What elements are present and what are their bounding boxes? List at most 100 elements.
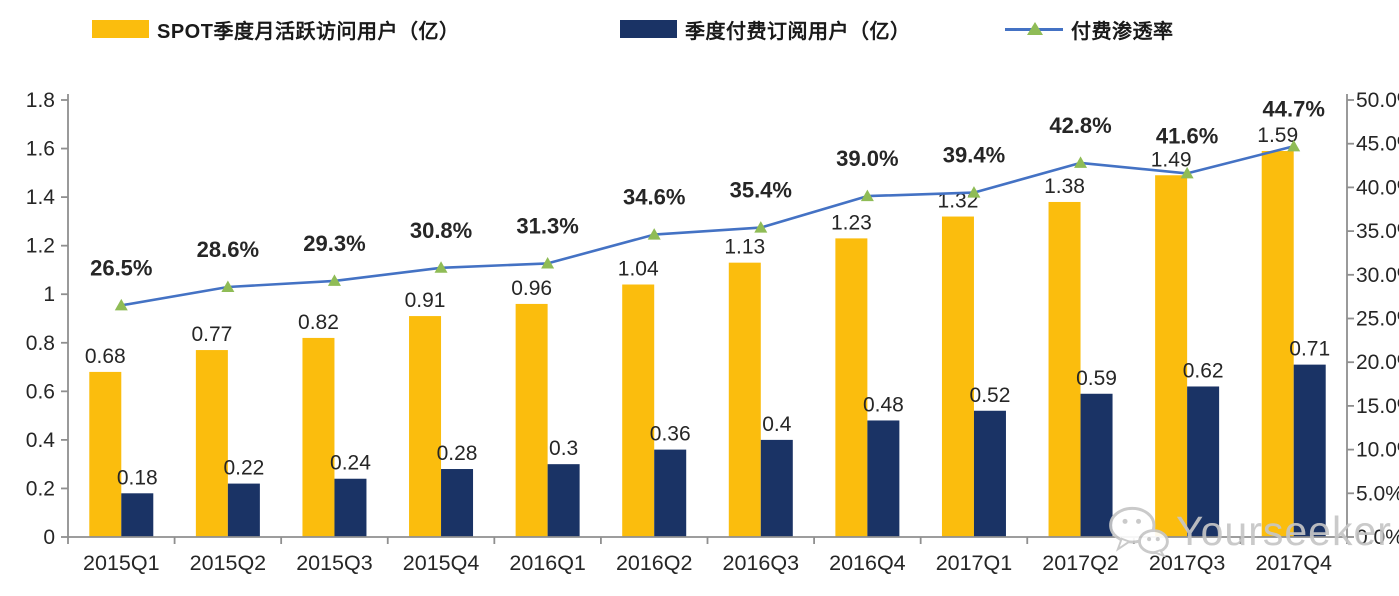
left-axis-tick-label: 1.6 <box>26 138 55 161</box>
penetration-label: 28.6% <box>197 237 259 262</box>
bar-mau <box>195 350 228 537</box>
bar-mau-label: 1.04 <box>618 258 659 281</box>
bar-subscribers <box>227 483 260 537</box>
bar-mau-label: 0.82 <box>298 311 339 334</box>
right-axis-tick-label: 5.0% <box>1356 482 1399 505</box>
left-axis-tick-label: 0.4 <box>26 429 56 452</box>
legend-item-penetration: 付费渗透率 <box>1005 14 1174 44</box>
right-axis-tick-label: 35.0% <box>1356 220 1399 243</box>
left-axis-tick-label: 1.2 <box>26 235 55 258</box>
line-marker <box>967 186 981 198</box>
bar-subscribers <box>1293 364 1326 537</box>
bar-mau-label: 1.38 <box>1044 175 1085 198</box>
bar-subscribers <box>867 420 900 537</box>
mau-legend-swatch <box>92 20 149 38</box>
bar-mau <box>622 284 655 537</box>
line-marker <box>434 261 448 273</box>
penetration-label: 35.4% <box>730 178 792 203</box>
bar-subscribers-label: 0.24 <box>330 452 371 475</box>
penetration-label: 44.7% <box>1263 96 1325 121</box>
bar-mau-label: 0.77 <box>191 323 232 346</box>
chart-legend: SPOT季度月活跃访问用户（亿） 季度付费订阅用户（亿） 付费渗透率 <box>0 14 1399 50</box>
bar-subscribers-label: 0.4 <box>762 413 792 436</box>
category-label: 2015Q1 <box>83 551 160 575</box>
penetration-legend-label: 付费渗透率 <box>1071 20 1174 43</box>
bar-mau-label: 1.49 <box>1151 148 1192 171</box>
line-marker <box>1074 156 1088 168</box>
category-label: 2015Q4 <box>403 551 480 575</box>
left-axis-tick-label: 1.4 <box>26 186 56 209</box>
category-label: 2017Q4 <box>1255 551 1332 575</box>
category-label: 2016Q1 <box>509 551 586 575</box>
bar-subscribers <box>1187 386 1220 537</box>
line-marker <box>754 221 768 233</box>
bar-mau-label: 0.96 <box>511 277 552 300</box>
penetration-label: 30.8% <box>410 218 472 243</box>
left-axis-tick-label: 0.6 <box>26 380 55 403</box>
right-axis-tick-label: 25.0% <box>1356 308 1399 331</box>
penetration-label: 39.0% <box>836 146 898 171</box>
bar-subscribers <box>334 478 367 537</box>
penetration-label: 42.8% <box>1049 113 1111 138</box>
bar-subscribers-label: 0.71 <box>1289 338 1330 361</box>
legend-triangle-marker <box>1027 22 1043 35</box>
bar-mau <box>941 216 974 538</box>
bar-subscribers <box>973 410 1006 537</box>
penetration-label: 31.3% <box>516 213 578 238</box>
bar-subscribers <box>760 439 793 537</box>
bar-subscribers-label: 0.3 <box>549 437 578 460</box>
bar-mau-label: 0.68 <box>85 345 126 368</box>
penetration-label: 34.6% <box>623 185 685 210</box>
subscribers-legend-label: 季度付费订阅用户（亿） <box>685 20 911 43</box>
penetration-label: 29.3% <box>303 231 365 256</box>
right-axis-tick-label: 50.0% <box>1356 89 1399 112</box>
right-axis-tick-label: 0.0% <box>1356 526 1399 549</box>
category-label: 2016Q2 <box>616 551 693 575</box>
bar-subscribers <box>654 449 687 537</box>
left-axis-tick-label: 1.8 <box>26 89 55 112</box>
bar-subscribers-label: 0.62 <box>1183 359 1224 382</box>
bar-mau <box>835 238 868 537</box>
right-axis-tick-label: 15.0% <box>1356 395 1399 418</box>
bar-mau-label: 1.13 <box>724 236 765 259</box>
right-axis-tick-label: 20.0% <box>1356 351 1399 374</box>
category-label: 2015Q3 <box>296 551 373 575</box>
right-axis-tick-label: 40.0% <box>1356 176 1399 199</box>
bar-mau-label: 0.91 <box>405 289 446 312</box>
right-axis-tick-label: 10.0% <box>1356 439 1399 462</box>
bar-subscribers <box>1080 393 1113 537</box>
category-label: 2017Q3 <box>1149 551 1226 575</box>
bar-mau <box>1261 150 1294 537</box>
bar-mau-label: 1.32 <box>938 190 979 213</box>
penetration-label: 41.6% <box>1156 123 1218 148</box>
penetration-label: 39.4% <box>943 143 1005 168</box>
bar-subscribers-label: 0.22 <box>223 457 264 480</box>
bar-mau <box>728 262 761 537</box>
right-axis-tick-label: 45.0% <box>1356 133 1399 156</box>
bar-mau <box>89 371 122 537</box>
left-axis-tick-label: 0.8 <box>26 332 55 355</box>
bar-mau <box>302 337 335 537</box>
penetration-line <box>121 145 1295 307</box>
line-marker <box>1287 139 1301 152</box>
subscribers-legend-swatch <box>620 20 677 38</box>
bar-mau <box>1155 175 1188 537</box>
line-marker <box>860 189 874 202</box>
bar-mau <box>515 303 548 537</box>
category-label: 2015Q2 <box>190 551 267 575</box>
category-label: 2017Q2 <box>1042 551 1119 575</box>
bar-subscribers <box>441 469 474 537</box>
mau-legend-label: SPOT季度月活跃访问用户（亿） <box>157 20 460 43</box>
bar-mau <box>409 316 442 537</box>
bar-subscribers-label: 0.36 <box>650 423 691 446</box>
bar-subscribers-label: 0.59 <box>1076 367 1117 390</box>
line-marker <box>221 280 235 293</box>
bar-subscribers-label: 0.52 <box>970 384 1011 407</box>
line-marker <box>647 228 661 240</box>
bar-subscribers <box>121 493 154 537</box>
category-label: 2017Q1 <box>936 551 1013 575</box>
bar-subscribers-label: 0.48 <box>863 393 904 416</box>
category-label: 2016Q4 <box>829 551 906 575</box>
